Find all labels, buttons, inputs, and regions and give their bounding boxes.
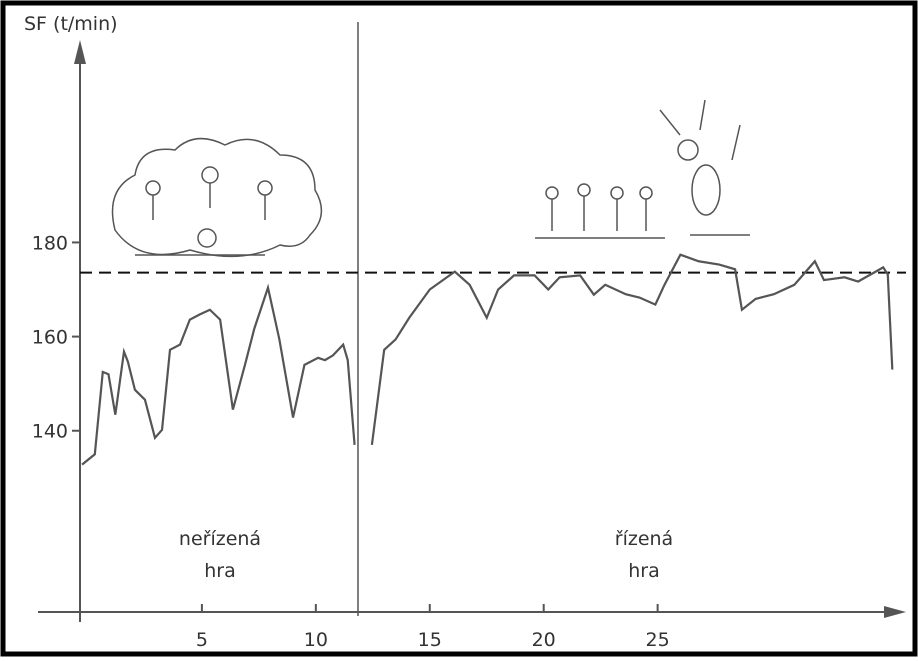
y-axis-label: SF (t/min)	[24, 13, 118, 35]
x-tick-label: 15	[418, 629, 442, 651]
y-tick-label: 160	[32, 327, 68, 349]
annotation: hra	[204, 560, 236, 582]
y-axis-arrow	[74, 40, 86, 64]
annotation: řízená	[615, 528, 673, 550]
line	[81, 283, 356, 466]
cartoon-team	[535, 99, 750, 239]
annotation: hra	[628, 560, 660, 582]
x-tick-label: 25	[646, 629, 670, 651]
x-tick-label: 10	[304, 629, 328, 651]
y-tick-label: 140	[32, 421, 68, 443]
x-tick-label: 5	[196, 629, 208, 651]
y-tick-label: 180	[32, 232, 68, 254]
annotation: neřízená	[179, 528, 261, 550]
x-axis-arrow	[884, 606, 906, 618]
cartoon-crowd	[111, 137, 323, 258]
x-tick-label: 20	[532, 629, 556, 651]
line	[370, 253, 894, 446]
